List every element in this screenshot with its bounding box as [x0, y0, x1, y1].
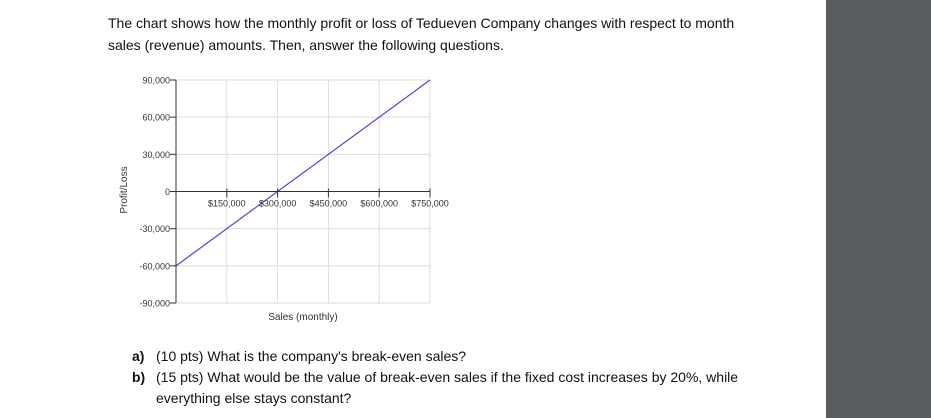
question-b: b) (15 pts) What would be the value of b… [132, 367, 772, 409]
x-tick-label: $450,000 [310, 199, 348, 209]
question-a-label: a) [132, 348, 145, 364]
x-tick-label: $750,000 [411, 199, 449, 209]
y-tick-label: 90,000 [142, 76, 170, 86]
question-b-text: (15 pts) What would be the value of brea… [156, 369, 739, 406]
question-a: a) (10 pts) What is the company's break-… [132, 346, 772, 367]
y-tick-label: 30,000 [142, 150, 170, 160]
profit-loss-line [175, 79, 431, 267]
y-axis-label: Profit/Loss [119, 166, 130, 213]
document-page: The chart shows how the monthly profit o… [0, 0, 826, 418]
x-tick-label: $300,000 [259, 199, 297, 209]
y-tick-label: 0 [165, 187, 170, 197]
x-tick-label: $600,000 [360, 199, 398, 209]
profit-loss-chart: 90,000 60,000 30,000 0 -30,000 -60,000 -90,000… [119, 76, 449, 324]
intro-text: The chart shows how the monthly profit o… [108, 15, 735, 53]
y-tick-label: -30,000 [139, 224, 170, 234]
x-axis-label: Sales (monthly) [268, 312, 337, 323]
y-tick-label: -60,000 [139, 261, 170, 271]
axes: 90,000 60,000 30,000 0 -30,000 -60,000 -90,000… [139, 76, 448, 309]
series-layer [175, 79, 431, 267]
x-tick-label: $150,000 [208, 199, 246, 209]
question-a-text: (10 pts) What is the company's break-eve… [156, 348, 467, 364]
question-list: a) (10 pts) What is the company's break-… [132, 346, 772, 409]
y-tick-label: 60,000 [142, 113, 170, 123]
question-b-label: b) [132, 369, 146, 385]
y-tick-label: -90,000 [139, 299, 170, 309]
